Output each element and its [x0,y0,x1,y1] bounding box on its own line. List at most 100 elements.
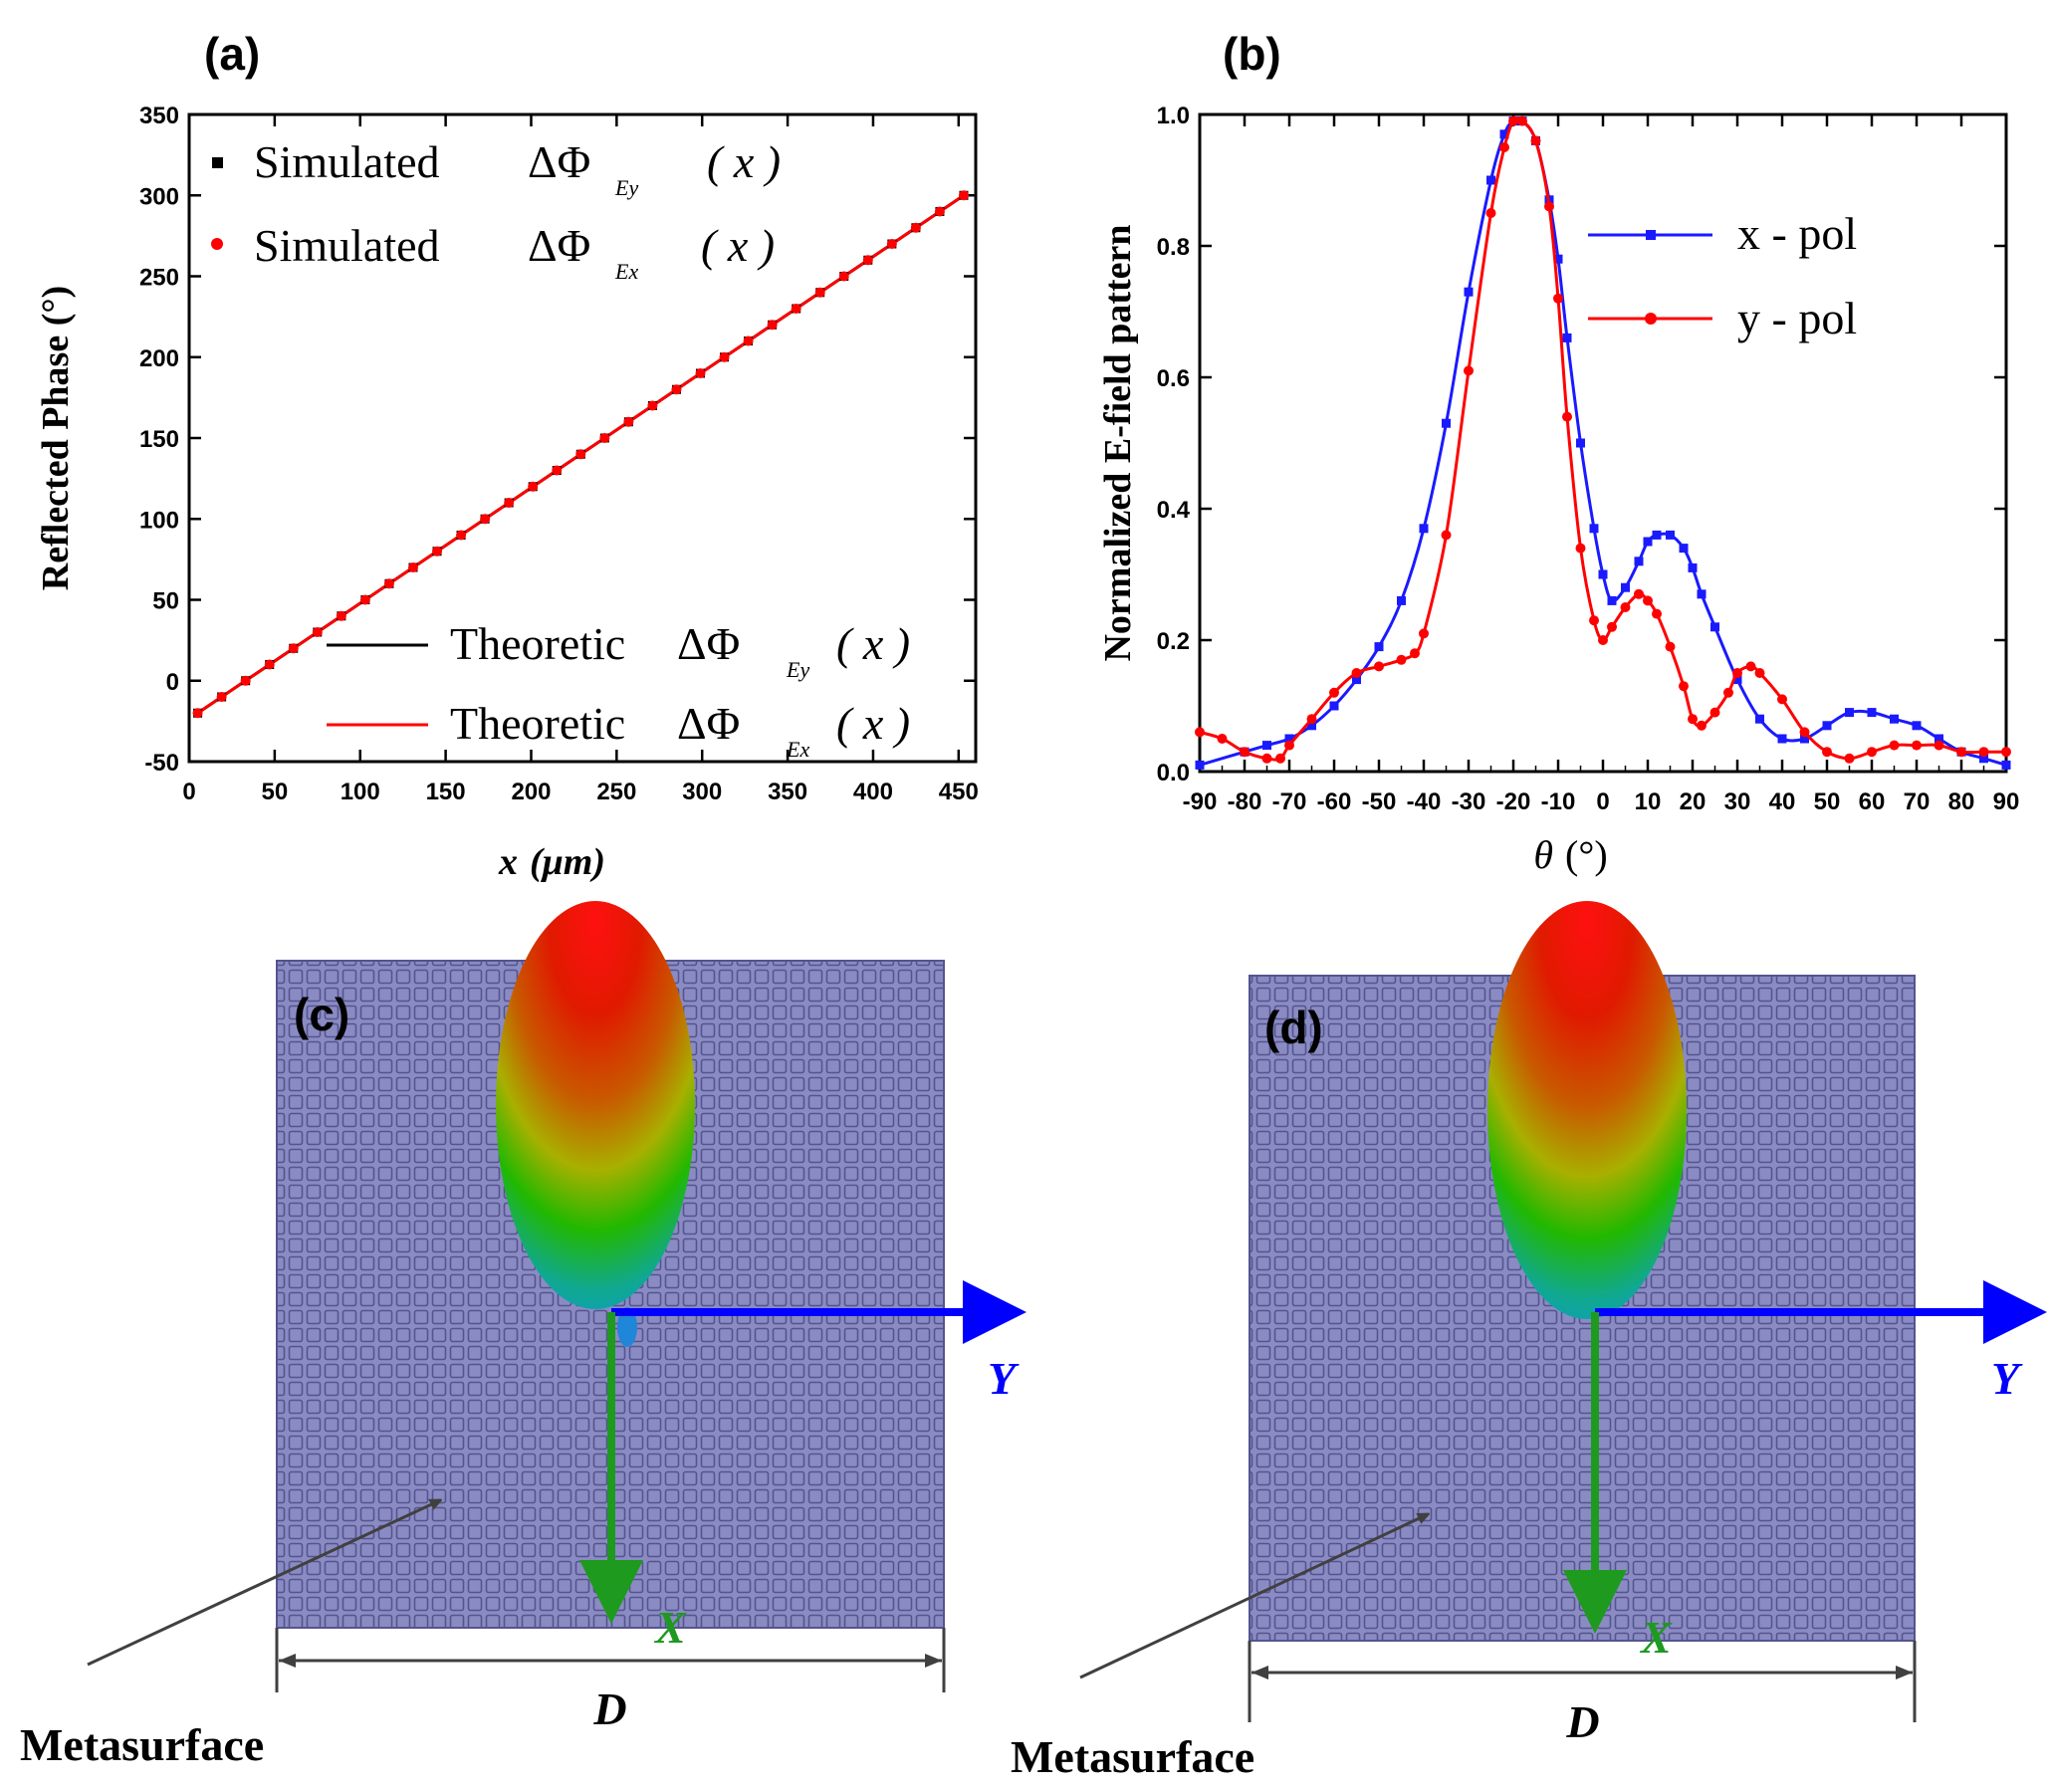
data-point-square [1562,333,1572,342]
y-axis-label-c: Y [988,1353,1020,1404]
data-point-circle [1419,628,1429,639]
metasurface-caption-c: Metasurface [20,1719,264,1770]
radiation-sidelobe-c [617,1307,637,1347]
data-point-circle [192,708,203,719]
panel-a-label: (a) [204,28,260,80]
data-point-square [1890,714,1899,724]
x-tick-label: 100 [341,779,380,805]
data-point-circle [1754,668,1765,678]
data-point-square [1634,557,1644,566]
data-point-circle [1709,707,1720,718]
legend-sub-sim-ey: Ey [614,175,638,200]
data-point-circle [1240,747,1250,758]
data-point-square [1934,734,1943,744]
legend-arg-sim-ey: ( x ) [707,136,781,187]
y-tick-label: 0.0 [1157,760,1190,786]
axis-ticks-b: -90 -80 -70 -60 -50 -40 -30 -20 -10 0 10 20 30 40 50 60… [1157,103,2020,815]
data-point-circle [456,530,467,541]
data-point-circle [1867,747,1877,758]
legend-arg-theo-ey: ( x ) [836,618,910,669]
x-tick-label: 90 [1993,788,2020,815]
x-axis-label-d: X [1639,1612,1673,1663]
data-point-circle [359,594,370,605]
chart-a: (a) 0 50 100 150 200 250 300 350 400 450-50050100… [35,28,979,883]
data-point-circle [288,643,299,654]
y-tick-label: 250 [139,265,179,292]
data-point-square [1777,734,1787,744]
data-point-circle [1732,668,1742,678]
x-tick-label: 0 [182,779,195,805]
legend-a-bottom: Theoretic ΔΦ Ey ( x ) Theoretic ΔΦ Ex ( … [327,618,910,762]
data-point-square [1643,537,1653,547]
data-point-circle [504,498,515,508]
data-point-circle [1508,115,1518,126]
data-point-circle [1598,635,1608,645]
data-point-circle [336,610,346,621]
data-point-circle [958,190,969,201]
y-tick-label: 150 [139,426,179,453]
data-point-square [1912,721,1922,731]
legend-marker-xpol [1646,230,1656,240]
data-point-square [1710,622,1719,632]
legend-label-xpol: x - pol [1737,208,1857,259]
data-point-square [1352,675,1361,685]
data-point-circle [1275,753,1285,764]
radiation-lobe-c [496,901,695,1309]
data-point-square [1607,595,1617,605]
data-point-circle [1217,734,1228,744]
data-point-circle [934,206,945,217]
x-axis-label-c: X [653,1602,687,1653]
data-point-circle [743,336,754,346]
legend-label-theo-ey: Theoretic [450,618,625,669]
data-point-square [1666,530,1675,540]
data-point-circle [1777,694,1787,705]
data-point-square [1262,741,1271,751]
data-point-circle [1679,681,1689,692]
panel-d: (d) Y X D Metasurface [1011,901,2047,1782]
data-point-circle [1652,608,1662,619]
data-point-square [1307,721,1316,731]
data-point-square [1329,701,1339,711]
x-tick-label: 70 [1904,788,1931,815]
data-point-square [1732,675,1742,685]
data-point-square [1679,544,1689,554]
data-point-circle [791,304,801,314]
data-point-circle [1329,687,1339,698]
data-point-square [1979,754,1988,764]
data-point-circle [552,465,563,476]
data-point-circle [1544,201,1554,212]
data-point-circle [838,271,849,282]
data-point-circle [1562,411,1572,422]
data-point-circle [1844,753,1855,764]
data-point-circle [1643,595,1653,606]
data-point-circle [1607,621,1617,632]
x-tick-label: 30 [1724,788,1751,815]
data-point-circle [1978,747,1989,758]
data-point-circle [240,675,251,686]
data-point-square [1845,708,1854,718]
x-tick-label: 350 [768,779,807,805]
legend-arg-sim-ex: ( x ) [701,220,775,271]
data-point-circle [528,481,539,492]
data-point-circle [1620,602,1631,612]
x-tick-label: 80 [1948,788,1975,815]
data-point-circle [575,449,586,460]
y-tick-label: 0 [166,669,179,696]
x-tick-label: -80 [1228,788,1262,815]
data-point-circle [862,255,873,266]
data-point-circle [1634,588,1644,599]
legend-math-sim-ey: ΔΦ [528,136,590,187]
data-point-square [1486,175,1495,185]
x-tick-label: -20 [1496,788,1531,815]
data-point-circle [1464,365,1474,376]
y-tick-label: 0.4 [1157,497,1191,524]
data-point-circle [1195,727,1205,738]
data-point-circle [1956,747,1966,758]
data-point-circle [1575,543,1586,554]
data-point-square [1419,524,1429,534]
data-point-circle [1553,293,1563,304]
data-point-circle [1822,747,1832,758]
x-axis-label-b-var: θ [1533,832,1553,877]
x-tick-label: 400 [853,779,893,805]
data-point-circle [1261,753,1272,764]
